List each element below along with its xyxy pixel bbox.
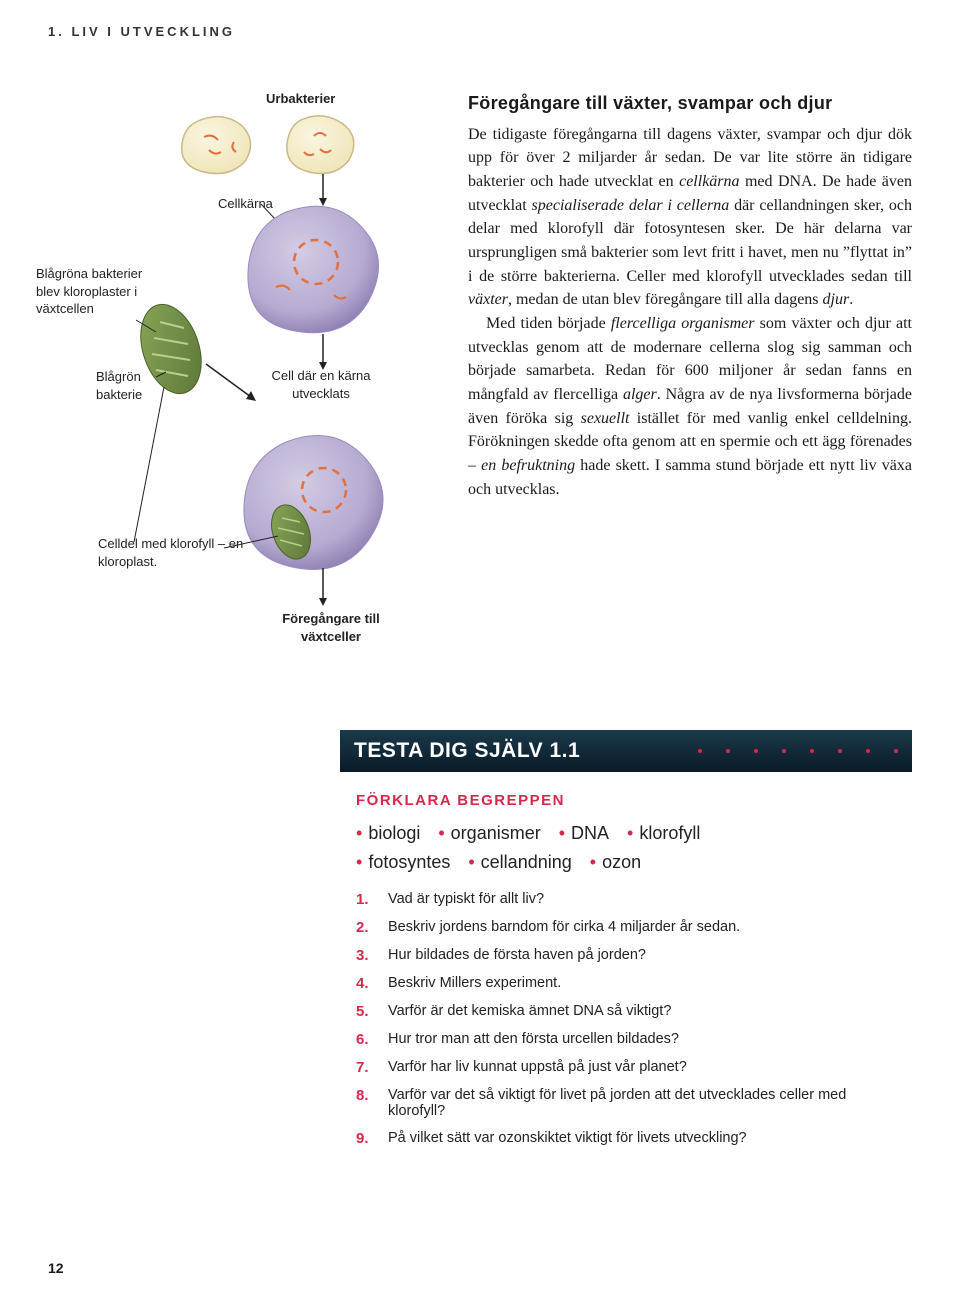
question-item: 1.Vad är typiskt för allt liv?: [356, 891, 896, 908]
concept-row-2: •fotosyntes •cellandning •ozon: [356, 852, 896, 873]
urbakterie-right-icon: [287, 116, 354, 174]
kloroplast-icon: [130, 297, 212, 402]
body-heading: Föregångare till växter, svampar och dju…: [468, 90, 912, 117]
page-number: 12: [48, 1260, 64, 1276]
body-paragraph-2: Med tiden började flercelliga organismer…: [468, 312, 912, 501]
question-item: 4.Beskriv Millers experiment.: [356, 975, 896, 992]
question-item: 3.Hur bildades de första haven på jorden…: [356, 947, 896, 964]
quiz-subhead: FÖRKLARA BEGREPPEN: [356, 792, 896, 809]
quiz-header-dots: [698, 749, 898, 753]
urbakterie-left-icon: [182, 117, 251, 174]
question-item: 8.Varför var det så viktigt för livet på…: [356, 1087, 896, 1119]
page-header: 1. LIV I UTVECKLING: [48, 24, 235, 39]
vaxtcell-foregangare-icon: [244, 436, 383, 570]
main-content-row: Urbakterier Cellkärna Blågröna bakterier…: [36, 90, 912, 660]
diagram-column: Urbakterier Cellkärna Blågröna bakterier…: [36, 90, 436, 660]
question-list: 1.Vad är typiskt för allt liv? 2.Beskriv…: [356, 891, 896, 1147]
cell-med-karna-icon: [248, 206, 379, 333]
question-item: 5.Varför är det kemiska ämnet DNA så vik…: [356, 1003, 896, 1020]
quiz-body: FÖRKLARA BEGREPPEN •biologi •organismer …: [340, 772, 912, 1147]
body-text-column: Föregångare till växter, svampar och dju…: [468, 90, 912, 660]
question-item: 2.Beskriv jordens barndom för cirka 4 mi…: [356, 919, 896, 936]
question-item: 9.På vilket sätt var ozonskiktet viktigt…: [356, 1130, 896, 1147]
question-item: 6.Hur tror man att den första urcellen b…: [356, 1031, 896, 1048]
diagram-svg: [126, 112, 426, 642]
label-urbakterier: Urbakterier: [266, 90, 335, 108]
question-item: 7.Varför har liv kunnat uppstå på just v…: [356, 1059, 896, 1076]
body-paragraph-1: De tidigaste föregångarna till dagens vä…: [468, 123, 912, 312]
quiz-box: TESTA DIG SJÄLV 1.1 FÖRKLARA BEGREPPEN •…: [340, 730, 912, 1158]
quiz-header: TESTA DIG SJÄLV 1.1: [340, 730, 912, 772]
quiz-title: TESTA DIG SJÄLV 1.1: [354, 739, 580, 762]
concept-row-1: •biologi •organismer •DNA •klorofyll: [356, 823, 896, 844]
